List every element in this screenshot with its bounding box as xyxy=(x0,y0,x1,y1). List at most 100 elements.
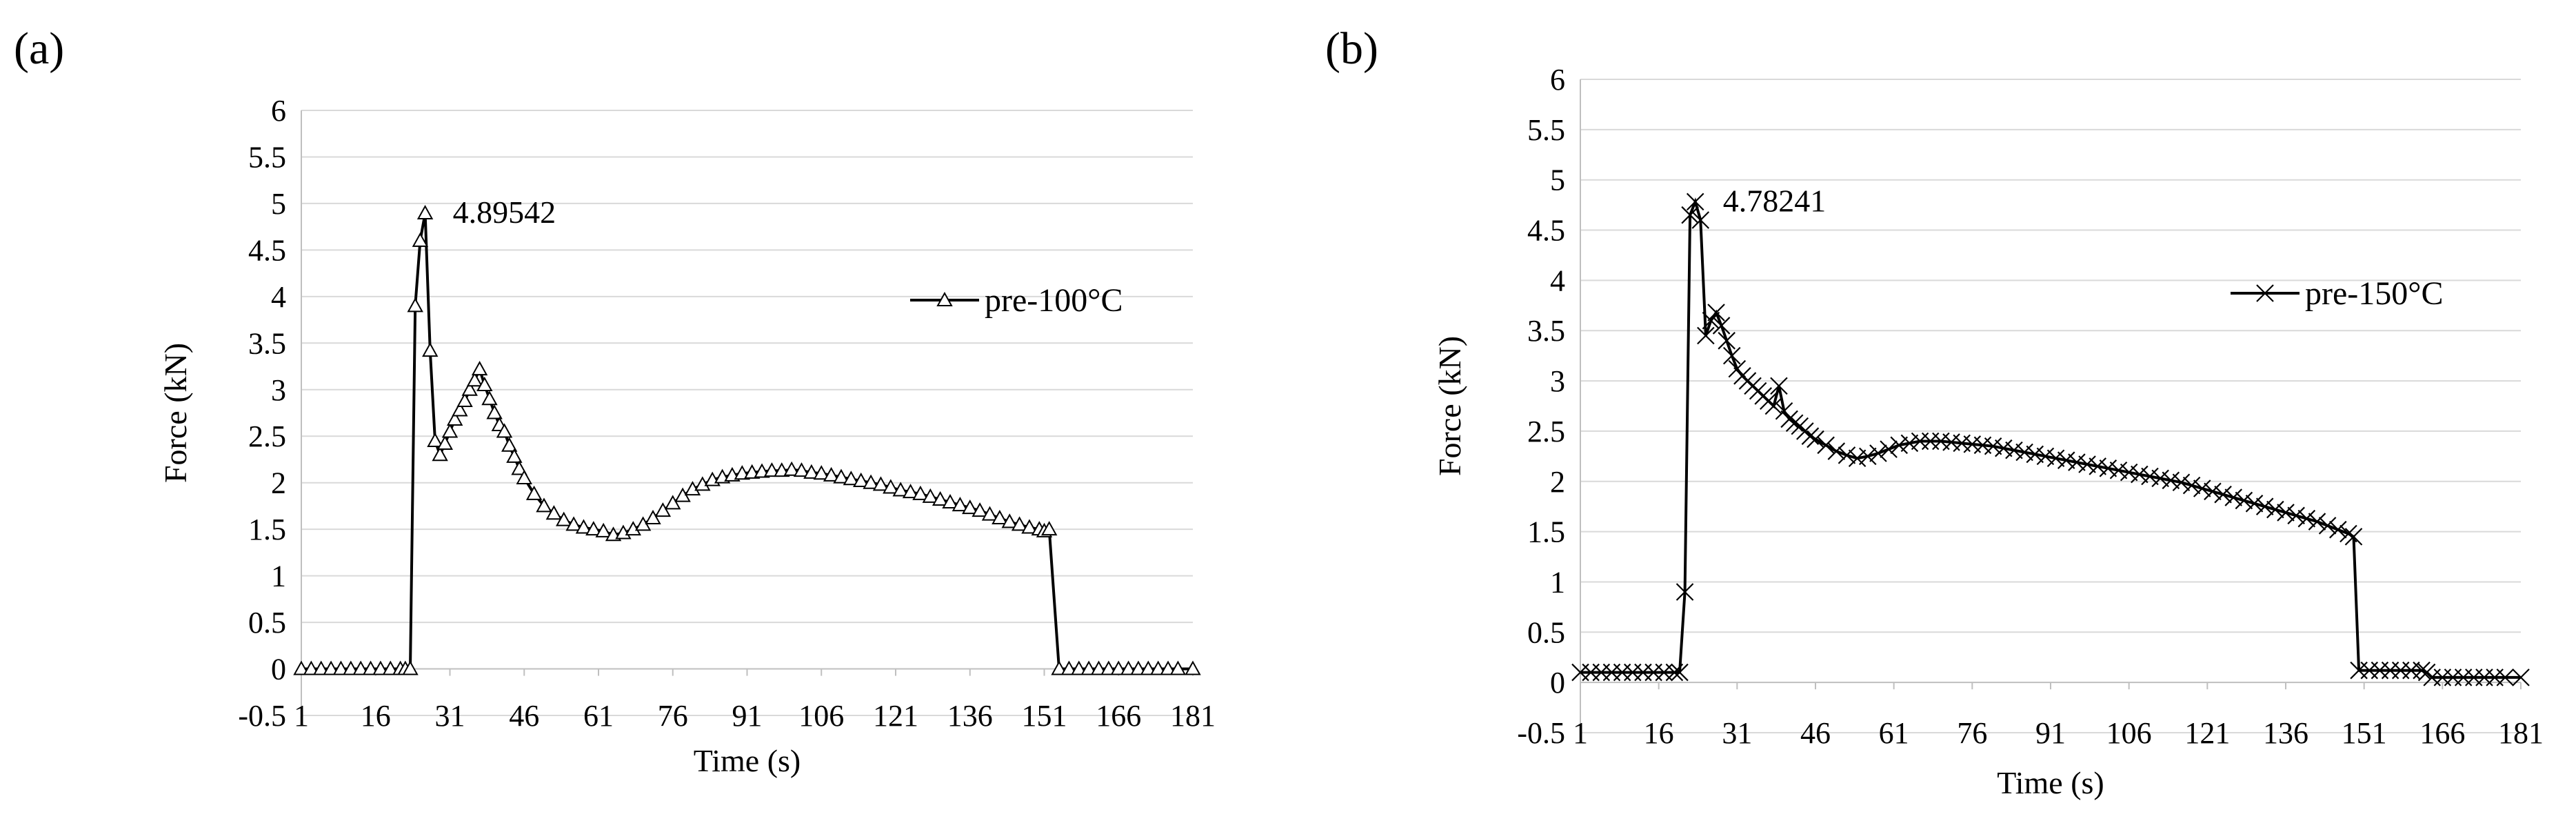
data-point xyxy=(1130,660,1147,675)
data-point xyxy=(1848,449,1866,468)
data-point xyxy=(1880,440,1898,458)
data-point xyxy=(1110,660,1127,675)
data-point xyxy=(972,502,988,517)
data-point xyxy=(2339,524,2357,543)
data-point xyxy=(1169,660,1187,675)
chart-b: -0.500.511.522.533.544.555.561 16 31 46 61 76… xyxy=(1432,63,2544,800)
data-point xyxy=(1984,437,2002,455)
data-point xyxy=(783,461,800,476)
data-point xyxy=(575,519,592,534)
data-point xyxy=(352,660,369,675)
data-point xyxy=(1722,346,1741,365)
x-tick-label: 61 xyxy=(1879,716,1909,750)
data-point xyxy=(1702,311,1720,330)
data-point xyxy=(343,660,359,675)
data-point xyxy=(2151,469,2169,488)
y-axis-title: Force (kN) xyxy=(1432,336,1467,476)
data-point xyxy=(481,390,498,406)
y-tick-label: 1 xyxy=(1550,565,1565,599)
data-point xyxy=(1995,439,2013,457)
x-tick-label: 76 xyxy=(1957,716,1987,750)
data-point xyxy=(1665,663,1684,682)
data-point xyxy=(1120,660,1137,675)
data-point xyxy=(1827,442,1846,460)
data-point xyxy=(1859,447,1877,466)
y-tick-label: 5.5 xyxy=(1527,113,1565,147)
data-point xyxy=(471,361,488,376)
x-tick-label: 136 xyxy=(2263,716,2308,750)
x-tick-label: 121 xyxy=(873,699,918,733)
data-point xyxy=(2015,443,2033,462)
data-point xyxy=(1764,397,1783,415)
x-tick-label: 166 xyxy=(1096,699,1141,733)
y-tick-label: 6 xyxy=(271,94,286,128)
y-tick-label: 3.5 xyxy=(1527,314,1565,348)
data-point xyxy=(1718,332,1735,350)
y-tick-label: 4.5 xyxy=(248,233,286,267)
x-axis-title: Time (s) xyxy=(694,743,801,778)
data-point xyxy=(2193,479,2211,497)
data-point xyxy=(952,497,969,512)
data-point xyxy=(1150,660,1167,675)
y-tick-label: 3 xyxy=(271,373,286,407)
data-point xyxy=(461,381,478,396)
data-point xyxy=(525,485,543,500)
data-point xyxy=(293,660,310,675)
data-point xyxy=(1185,660,1201,675)
data-point xyxy=(883,479,899,494)
data-point xyxy=(863,474,879,489)
data-point xyxy=(2068,453,2086,471)
x-tick-label: 106 xyxy=(798,699,844,733)
y-tick-label: 1.5 xyxy=(1527,515,1565,549)
data-point xyxy=(2344,528,2363,546)
data-point xyxy=(565,516,582,531)
data-point xyxy=(1011,516,1028,531)
data-point xyxy=(545,505,563,520)
legend-label: pre-150°C xyxy=(2305,275,2443,312)
data-point xyxy=(2109,461,2128,479)
y-tick-label: 5.5 xyxy=(248,140,286,174)
legend-marker xyxy=(2256,284,2274,302)
data-point xyxy=(416,204,434,220)
x-tick-label: 91 xyxy=(2035,716,2066,750)
data-point xyxy=(853,472,869,487)
data-point xyxy=(536,497,552,513)
data-point xyxy=(1780,410,1798,428)
data-point xyxy=(1676,583,1694,601)
data-point xyxy=(1001,513,1018,528)
y-tick-label: 4.5 xyxy=(1527,214,1565,248)
data-point xyxy=(793,462,810,477)
y-tick-label: -0.5 xyxy=(238,699,286,733)
y-tick-label: 4 xyxy=(271,280,286,314)
data-point xyxy=(1785,414,1804,433)
legend-label: pre-100°C xyxy=(985,282,1123,319)
x-tick-label: 1 xyxy=(1573,716,1588,750)
data-point xyxy=(2120,463,2138,482)
data-point xyxy=(2277,504,2295,522)
data-point xyxy=(427,432,443,447)
data-point xyxy=(2046,449,2065,468)
data-point xyxy=(2318,517,2337,535)
data-point xyxy=(2214,485,2232,504)
x-tick-label: 181 xyxy=(1170,699,1216,733)
data-point xyxy=(2172,473,2191,492)
data-point xyxy=(422,342,439,357)
data-point xyxy=(2329,520,2347,539)
x-tick-label: 76 xyxy=(658,699,688,733)
data-point xyxy=(1080,660,1097,675)
data-point xyxy=(585,521,602,536)
data-point xyxy=(1681,206,1699,224)
panel-label-a: (a) xyxy=(14,23,64,74)
x-tick-label: 121 xyxy=(2184,716,2230,750)
data-point xyxy=(1807,430,1824,448)
x-tick-label: 31 xyxy=(435,699,465,733)
x-axis-title: Time (s) xyxy=(1997,765,2104,800)
data-point xyxy=(1817,436,1835,455)
data-point xyxy=(362,660,379,675)
data-point xyxy=(1890,436,1909,455)
y-tick-label: 2.5 xyxy=(1527,415,1565,448)
data-point xyxy=(313,660,330,675)
data-point xyxy=(2255,497,2274,515)
x-tick-label: 31 xyxy=(1722,716,1752,750)
y-tick-label: 1.5 xyxy=(248,513,286,546)
